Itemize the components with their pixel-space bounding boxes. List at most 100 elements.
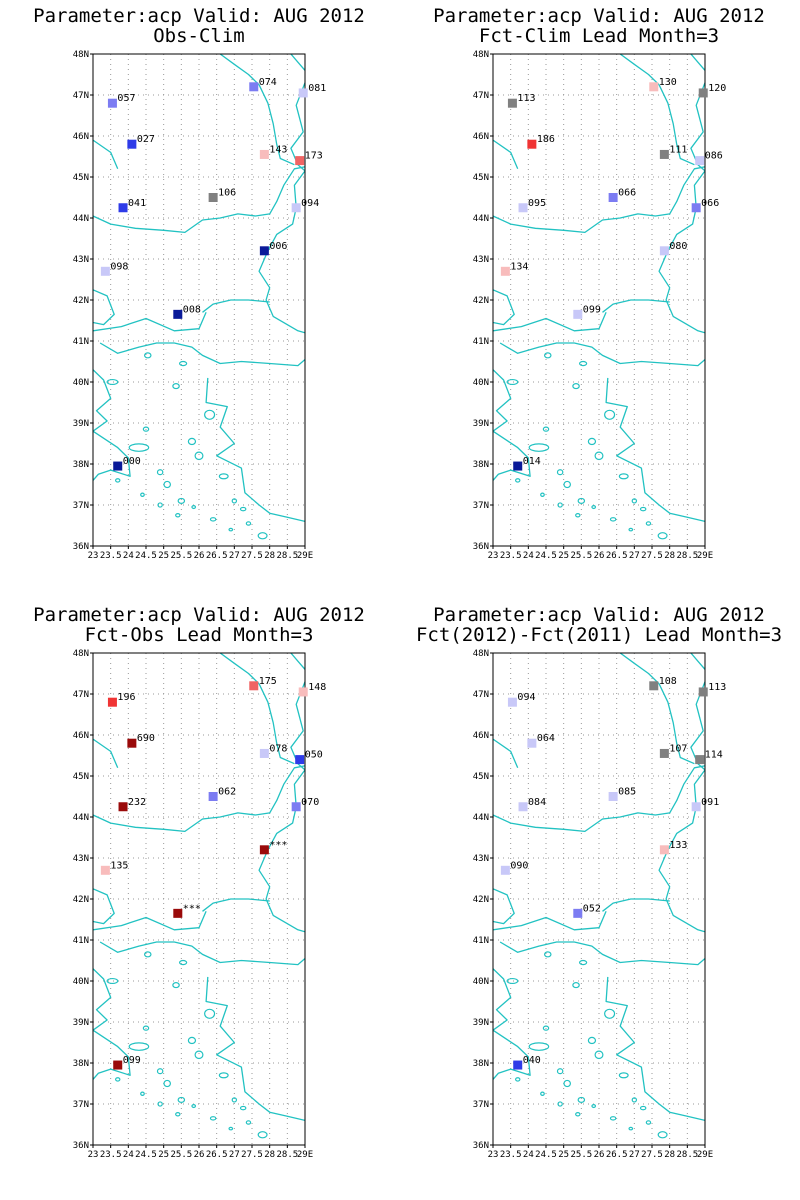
lon-tick-label: 26.5	[606, 551, 628, 561]
lat-tick-label: 45N	[473, 772, 489, 782]
lat-tick-label: 42N	[473, 296, 489, 306]
island-outline	[645, 1120, 652, 1125]
station-marker	[698, 687, 708, 697]
island-outline	[257, 1131, 268, 1139]
lon-tick-label: 24	[123, 1150, 134, 1160]
lon-tick-label: 25.5	[570, 1150, 592, 1160]
coastline-serbiaBorder	[93, 139, 119, 170]
lat-tick-label: 43N	[473, 255, 489, 265]
lat-tick-label: 39N	[73, 1018, 89, 1028]
station-label: 113	[517, 93, 535, 104]
station-090: 090	[500, 860, 528, 875]
lat-tick-label: 47N	[473, 690, 489, 700]
station-label: 062	[218, 787, 236, 798]
island-outline	[515, 478, 521, 483]
station-label: 107	[669, 743, 687, 754]
coastline-greekBorder	[493, 312, 607, 332]
station-066: 066	[691, 198, 719, 213]
coastline-macedonia	[493, 888, 515, 925]
island-outline	[604, 1008, 616, 1019]
station-label: 000	[123, 456, 141, 467]
station-marker	[113, 1060, 123, 1070]
station-marker	[173, 309, 183, 319]
station-120: 120	[698, 83, 726, 98]
island-outline	[140, 1091, 145, 1096]
station-marker	[649, 681, 659, 691]
coastline-ukrBorder	[290, 653, 305, 670]
island-outline	[178, 360, 188, 367]
island-outline	[575, 1112, 581, 1117]
station-marker	[291, 802, 301, 812]
lat-tick-label: 44N	[73, 214, 89, 224]
panel-subtitle: Fct(2012)-Fct(2011) Lead Month=3	[416, 624, 782, 646]
island-outline	[228, 1126, 234, 1131]
lon-tick-label: 28.5	[276, 551, 298, 561]
island-outline	[163, 1079, 171, 1088]
coastline-thraceCoast	[499, 941, 705, 966]
panel-subtitle: Fct-Clim Lead Month=3	[479, 25, 719, 47]
station-marker	[127, 139, 137, 149]
station-marker	[259, 149, 269, 159]
lon-tick-label: 27.5	[241, 551, 263, 561]
coastline-aegeanTurk	[605, 377, 705, 523]
coastline-greekBorder	[493, 911, 607, 931]
station-marker	[527, 738, 537, 748]
lon-tick-label: 26	[194, 1150, 205, 1160]
station-070: 070	[291, 797, 319, 812]
lon-tick-label: 26.5	[206, 1150, 228, 1160]
station-marker	[295, 755, 305, 765]
lon-tick-label: 23.5	[500, 1150, 522, 1160]
lon-tick-label: 28	[264, 551, 275, 561]
island-outline	[540, 492, 545, 497]
station-label: 066	[618, 188, 636, 199]
station-marker	[518, 802, 528, 812]
lat-tick-label: 41N	[73, 936, 89, 946]
station-label: 196	[117, 692, 135, 703]
island-outline	[506, 378, 519, 386]
station-marker	[513, 461, 523, 471]
station-label: 111	[669, 144, 687, 155]
island-outline	[231, 1097, 238, 1103]
lon-tick-label: 27.5	[641, 551, 663, 561]
station-label: 052	[583, 903, 601, 914]
island-outline	[609, 1116, 617, 1121]
station-marker	[695, 156, 705, 166]
island-outline	[628, 1126, 634, 1131]
station-label: 108	[659, 676, 677, 687]
island-outline	[142, 1025, 150, 1031]
lat-tick-label: 46N	[473, 731, 489, 741]
island-outline	[239, 506, 247, 512]
station-marker	[259, 246, 269, 256]
lon-tick-label: 25.5	[170, 551, 192, 561]
island-outline	[556, 469, 564, 476]
station-label: 130	[659, 77, 677, 88]
island-outline	[156, 1068, 164, 1075]
coastline-thraceCoast	[99, 941, 305, 966]
lon-tick-label: 24	[523, 1150, 534, 1160]
coastline-prut	[619, 653, 695, 765]
island-outline	[194, 1050, 204, 1060]
island-outline	[140, 492, 145, 497]
station-006: 006	[259, 241, 287, 256]
lon-tick-label: 29E	[297, 551, 313, 561]
station-008: 008	[173, 304, 201, 319]
island-outline	[528, 1042, 550, 1051]
coastline-aegeanTurk	[205, 377, 305, 523]
station-143: 143	[259, 144, 287, 159]
island-outline	[204, 1008, 216, 1019]
station-111: 111	[659, 144, 687, 159]
station-marker	[208, 193, 218, 202]
lat-tick-label: 40N	[73, 378, 89, 388]
station-label: 113	[708, 682, 726, 693]
island-outline	[618, 473, 629, 480]
station-074: 074	[249, 77, 277, 92]
station-106: 106	[208, 188, 236, 202]
station-196: 196	[107, 692, 135, 707]
station-052: 052	[573, 903, 601, 918]
island-outline	[209, 517, 217, 522]
lat-tick-label: 41N	[473, 337, 489, 347]
map-area	[493, 54, 705, 546]
station-113: 113	[507, 93, 535, 108]
station-114: 114	[695, 750, 723, 765]
station-095: 095	[518, 198, 546, 213]
